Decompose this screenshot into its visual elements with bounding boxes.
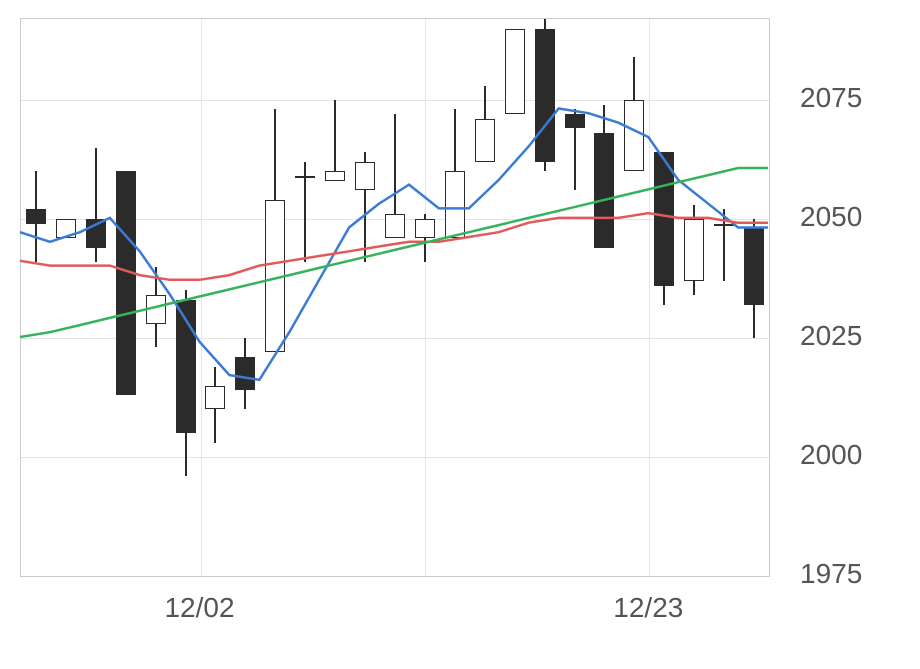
y-axis-tick-label: 2000 [800,439,862,471]
ma-mid-line [20,213,768,280]
y-axis-tick-label: 2075 [800,82,862,114]
candlestick-chart: 1975 2000 2025 2050 2075 12/02 12/23 [0,0,920,669]
y-axis-tick-label: 2050 [800,201,862,233]
y-axis-tick-label: 1975 [800,558,862,590]
y-axis-tick-label: 2025 [800,320,862,352]
x-axis-tick-label: 12/02 [164,592,234,624]
ma-lines-layer [20,18,768,575]
x-axis-tick-label: 12/23 [613,592,683,624]
